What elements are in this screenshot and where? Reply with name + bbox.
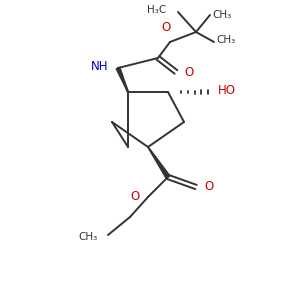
Text: HO: HO — [218, 85, 236, 98]
Text: O: O — [161, 21, 171, 34]
Text: CH₃: CH₃ — [212, 10, 231, 20]
Text: NH: NH — [91, 61, 108, 74]
Polygon shape — [148, 147, 170, 178]
Text: O: O — [204, 181, 213, 194]
Polygon shape — [118, 68, 128, 92]
Text: O: O — [131, 190, 140, 203]
Text: CH₃: CH₃ — [79, 232, 98, 242]
Text: H₃C: H₃C — [147, 5, 166, 15]
Polygon shape — [116, 67, 128, 92]
Text: O: O — [184, 65, 193, 79]
Text: CH₃: CH₃ — [216, 35, 235, 45]
